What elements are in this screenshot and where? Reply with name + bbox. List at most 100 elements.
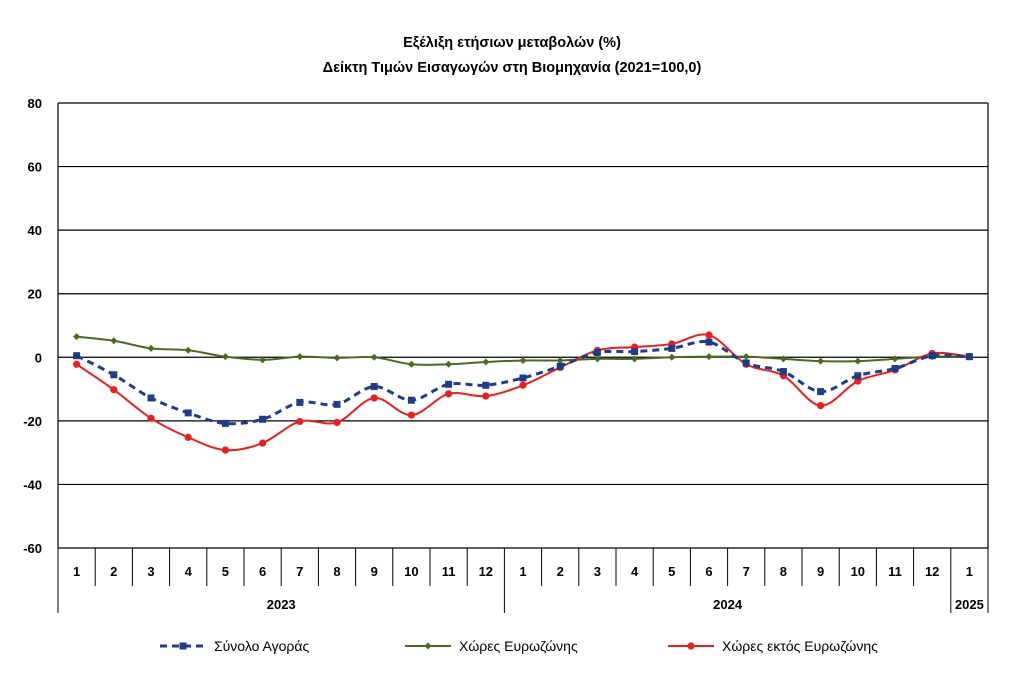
x-tick-label: 1: [73, 564, 80, 579]
y-tick-label: -60: [23, 541, 42, 556]
data-point: [259, 415, 267, 423]
data-point: [110, 386, 118, 394]
data-point: [184, 409, 192, 417]
data-point: [891, 355, 899, 363]
x-tick-label: 3: [147, 564, 154, 579]
data-point: [928, 352, 936, 360]
data-point: [705, 331, 713, 339]
y-tick-label: -40: [23, 477, 42, 492]
series-1: [73, 333, 973, 368]
year-label: 2025: [955, 597, 984, 612]
data-point: [333, 400, 341, 408]
x-tick-label: 1: [519, 564, 526, 579]
data-point: [965, 353, 973, 361]
data-point: [519, 381, 527, 389]
data-point: [221, 353, 229, 361]
legend-marker-0: [179, 642, 187, 650]
x-tick-label: 11: [442, 564, 456, 579]
x-tick-label: 4: [185, 564, 193, 579]
data-point: [221, 446, 229, 454]
data-point: [370, 353, 378, 361]
data-point: [556, 362, 564, 370]
x-tick-label: 6: [705, 564, 712, 579]
legend: Σύνολο Αγοράς Χώρες Ευρωζώνης Χώρες εκτός …: [160, 638, 878, 654]
x-tick-label: 12: [479, 564, 493, 579]
data-point: [705, 353, 713, 361]
data-point: [259, 439, 267, 447]
data-point: [482, 358, 490, 366]
data-point: [631, 348, 639, 356]
data-point: [445, 390, 453, 398]
data-point: [817, 388, 825, 396]
data-point: [333, 418, 341, 427]
x-tick-label: 5: [668, 564, 675, 579]
y-tick-label: 20: [28, 287, 42, 302]
y-tick-label: 0: [35, 350, 42, 365]
series-lines: [73, 331, 974, 454]
data-point: [668, 353, 676, 361]
data-point: [631, 355, 639, 363]
x-tick-label: 4: [631, 564, 639, 579]
data-point: [73, 352, 81, 360]
x-tick-label: 8: [333, 564, 340, 579]
data-point: [593, 349, 601, 357]
y-tick-label: 80: [28, 96, 42, 111]
x-tick-label: 7: [296, 564, 303, 579]
x-tick-label: 10: [851, 564, 865, 579]
data-point: [296, 417, 304, 426]
chart-subtitle: Δείκτη Τιμών Εισαγωγών στη Βιομηχανία (2…: [323, 60, 702, 76]
y-tick-label: 40: [28, 223, 42, 238]
data-point: [296, 398, 304, 406]
y-tick-label: -20: [23, 414, 42, 429]
data-point: [184, 346, 192, 354]
x-tick-label: 12: [925, 564, 939, 579]
data-point: [110, 371, 118, 379]
legend-marker-1: [424, 642, 432, 650]
x-tick-label: 7: [743, 564, 750, 579]
data-point: [779, 368, 787, 376]
data-point: [370, 394, 378, 402]
data-point: [519, 374, 527, 382]
data-point: [556, 356, 564, 364]
data-point: [259, 356, 267, 364]
data-point: [445, 380, 453, 388]
x-tick-label: 10: [404, 564, 418, 579]
data-point: [407, 396, 415, 404]
chart-title: Εξέλιξη ετήσιων μεταβολών (%): [403, 35, 621, 51]
year-label: 2023: [267, 597, 296, 612]
legend-label-2: Χώρες εκτός Ευρωζώνης: [722, 638, 878, 654]
x-tick-label: 1: [966, 564, 973, 579]
data-point: [147, 414, 155, 422]
year-label: 2024: [713, 597, 743, 612]
x-tick-label: 3: [594, 564, 601, 579]
data-point: [221, 419, 229, 427]
data-point: [779, 355, 787, 363]
series-0: [73, 338, 973, 427]
data-point: [333, 354, 341, 362]
data-point: [147, 344, 155, 352]
legend-label-0: Σύνολο Αγοράς: [214, 638, 309, 654]
plot-area: [58, 103, 988, 548]
legend-label-1: Χώρες Ευρωζώνης: [459, 638, 578, 654]
x-tick-label: 5: [222, 564, 229, 579]
data-point: [742, 353, 750, 361]
data-point: [742, 359, 750, 367]
data-point: [147, 394, 155, 402]
data-point: [482, 392, 490, 400]
x-tick-label: 9: [371, 564, 378, 579]
x-tick-label: 2: [557, 564, 564, 579]
data-point: [593, 355, 601, 363]
data-point: [110, 337, 118, 345]
data-point: [817, 402, 825, 410]
x-tick-label: 6: [259, 564, 266, 579]
data-point: [73, 360, 81, 368]
data-point: [296, 353, 304, 361]
data-point: [854, 357, 862, 365]
data-point: [854, 372, 862, 380]
data-point: [407, 411, 415, 419]
data-point: [668, 344, 676, 352]
data-point: [184, 433, 192, 441]
x-tick-label: 8: [780, 564, 787, 579]
